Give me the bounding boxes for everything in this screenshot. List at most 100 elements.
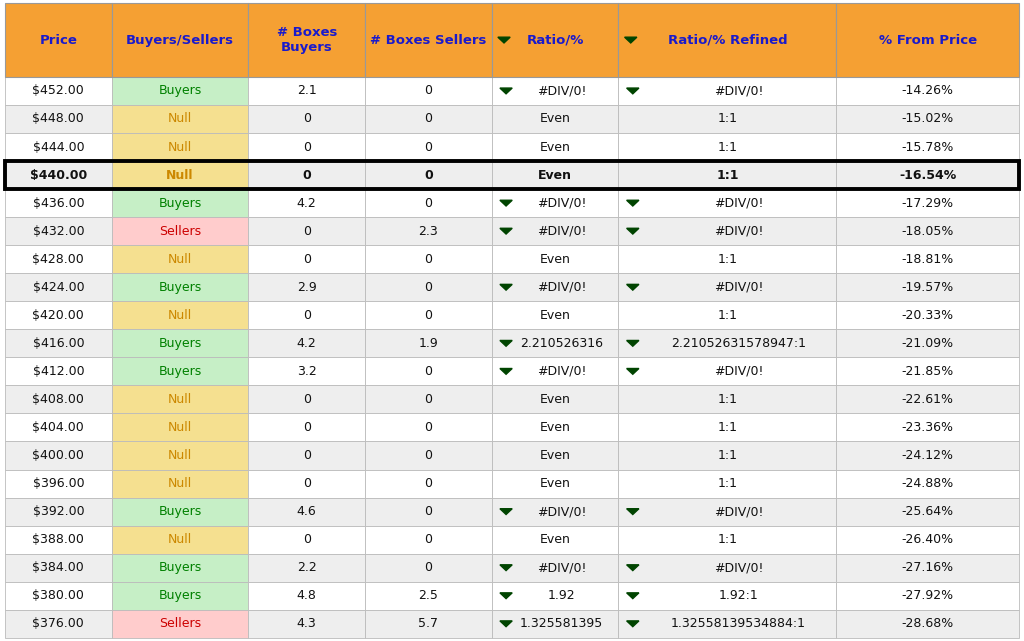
Bar: [837, 413, 1019, 442]
Text: Null: Null: [168, 112, 193, 126]
Bar: [365, 610, 492, 638]
Text: #DIV/0!: #DIV/0!: [537, 365, 586, 378]
Text: Even: Even: [540, 140, 570, 154]
Bar: [837, 385, 1019, 413]
Bar: [837, 554, 1019, 581]
Bar: [112, 554, 249, 581]
Bar: [837, 3, 1019, 77]
Text: #DIV/0!: #DIV/0!: [537, 197, 586, 210]
Text: -28.68%: -28.68%: [901, 617, 953, 630]
Bar: [249, 189, 365, 217]
Bar: [249, 301, 365, 329]
Bar: [365, 358, 492, 385]
Bar: [112, 301, 249, 329]
Text: Price: Price: [39, 33, 77, 47]
Bar: [5, 582, 112, 610]
Text: 1:1: 1:1: [718, 477, 737, 490]
Text: $404.00: $404.00: [33, 421, 84, 434]
Text: -24.12%: -24.12%: [902, 449, 953, 462]
Bar: [365, 554, 492, 581]
Text: Even: Even: [540, 533, 570, 546]
Bar: [618, 497, 837, 526]
Polygon shape: [627, 565, 639, 570]
Text: #DIV/0!: #DIV/0!: [714, 224, 763, 238]
Bar: [492, 77, 618, 105]
Text: Null: Null: [168, 449, 193, 462]
Text: 0: 0: [424, 169, 433, 181]
Bar: [365, 329, 492, 358]
Text: # Boxes
Buyers: # Boxes Buyers: [276, 26, 337, 54]
Bar: [112, 526, 249, 554]
Bar: [618, 3, 837, 77]
Text: Even: Even: [540, 393, 570, 406]
Bar: [492, 469, 618, 497]
Bar: [492, 385, 618, 413]
Text: 0: 0: [424, 281, 432, 294]
Text: $416.00: $416.00: [33, 337, 84, 350]
Text: 0: 0: [303, 421, 310, 434]
Bar: [365, 497, 492, 526]
Bar: [249, 217, 365, 245]
Bar: [492, 413, 618, 442]
Text: $424.00: $424.00: [33, 281, 84, 294]
Text: $408.00: $408.00: [33, 393, 84, 406]
Text: 0: 0: [303, 449, 310, 462]
Polygon shape: [627, 228, 639, 234]
Text: 3.2: 3.2: [297, 365, 316, 378]
Bar: [837, 469, 1019, 497]
Text: 2.9: 2.9: [297, 281, 316, 294]
Text: Buyers/Sellers: Buyers/Sellers: [126, 33, 234, 47]
Bar: [837, 245, 1019, 273]
Text: Even: Even: [540, 309, 570, 322]
Bar: [365, 469, 492, 497]
Text: Null: Null: [166, 169, 194, 181]
Text: 1.92: 1.92: [548, 589, 575, 603]
Text: 0: 0: [424, 421, 432, 434]
Text: 0: 0: [424, 112, 432, 126]
Bar: [365, 526, 492, 554]
Bar: [5, 526, 112, 554]
Bar: [112, 273, 249, 301]
Text: $448.00: $448.00: [33, 112, 84, 126]
Bar: [112, 582, 249, 610]
Bar: [492, 105, 618, 133]
Polygon shape: [500, 88, 512, 94]
Bar: [5, 161, 1019, 189]
Text: 0: 0: [303, 224, 310, 238]
Bar: [492, 358, 618, 385]
Polygon shape: [627, 285, 639, 290]
Bar: [492, 329, 618, 358]
Text: -25.64%: -25.64%: [901, 505, 953, 518]
Bar: [492, 3, 618, 77]
Text: 0: 0: [424, 533, 432, 546]
Text: 0: 0: [303, 140, 310, 154]
Text: Buyers: Buyers: [159, 85, 202, 97]
Text: -18.05%: -18.05%: [901, 224, 953, 238]
Bar: [365, 301, 492, 329]
Bar: [492, 217, 618, 245]
Bar: [492, 610, 618, 638]
Text: $444.00: $444.00: [33, 140, 84, 154]
Bar: [365, 582, 492, 610]
Bar: [618, 385, 837, 413]
Bar: [837, 133, 1019, 161]
Text: -20.33%: -20.33%: [901, 309, 953, 322]
Text: 0: 0: [303, 112, 310, 126]
Bar: [365, 3, 492, 77]
Bar: [5, 442, 112, 469]
Bar: [5, 301, 112, 329]
Text: Null: Null: [168, 477, 193, 490]
Bar: [365, 161, 492, 189]
Bar: [249, 497, 365, 526]
Bar: [249, 442, 365, 469]
Text: -21.09%: -21.09%: [901, 337, 953, 350]
Bar: [492, 245, 618, 273]
Text: Sellers: Sellers: [159, 224, 201, 238]
Text: 0: 0: [424, 477, 432, 490]
Text: -23.36%: -23.36%: [902, 421, 953, 434]
Bar: [365, 442, 492, 469]
Bar: [618, 442, 837, 469]
Bar: [249, 133, 365, 161]
Bar: [837, 329, 1019, 358]
Text: -16.54%: -16.54%: [899, 169, 956, 181]
